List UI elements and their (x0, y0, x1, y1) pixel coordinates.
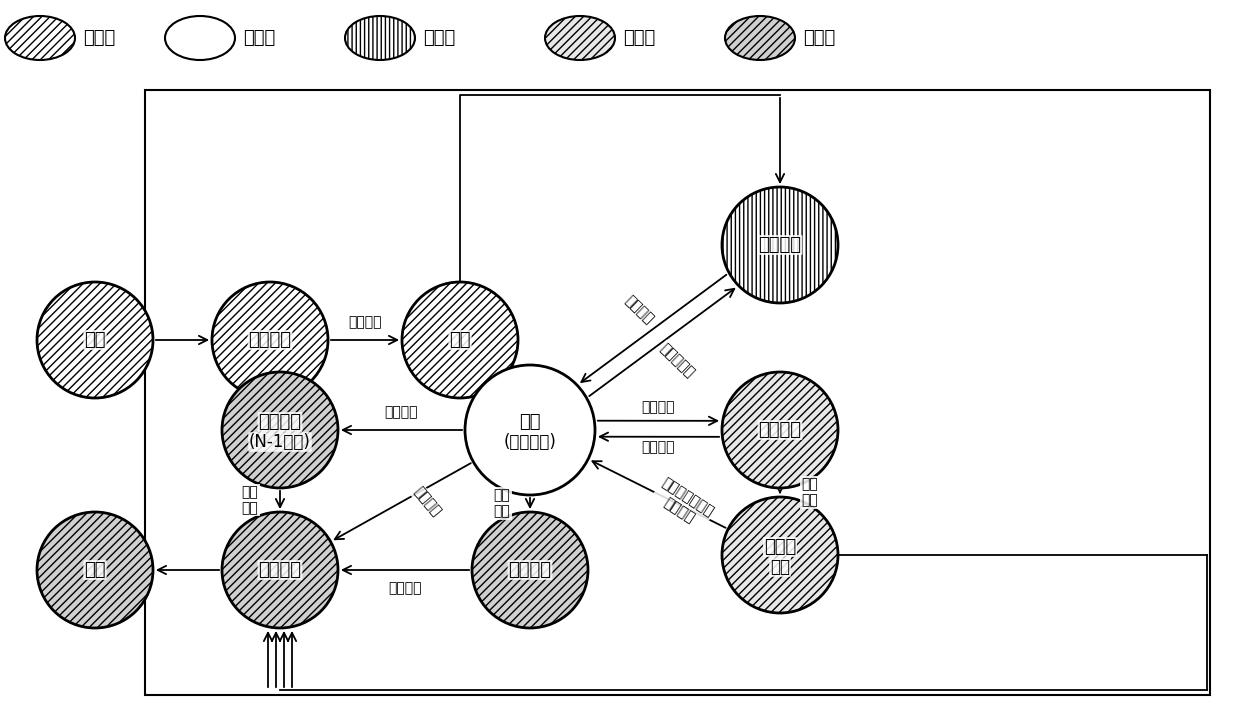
Text: 精准切: 精准切 (764, 538, 796, 556)
Text: 待机态: 待机态 (83, 29, 115, 47)
Text: 低载态: 低载态 (423, 29, 455, 47)
Ellipse shape (5, 16, 74, 60)
Text: 负荷集中: 负荷集中 (759, 236, 801, 254)
Text: 故障退出: 故障退出 (258, 561, 301, 579)
Ellipse shape (722, 372, 838, 488)
Ellipse shape (465, 365, 595, 495)
Text: 严重故障: 严重故障 (388, 581, 422, 595)
Ellipse shape (37, 512, 153, 628)
Ellipse shape (165, 16, 236, 60)
Text: 负载升高: 负载升高 (622, 293, 656, 327)
Text: 多台区低载: 多台区低载 (657, 341, 697, 380)
Bar (145, 90, 1210, 695)
Ellipse shape (37, 282, 153, 398)
Text: 装置待机: 装置待机 (248, 331, 291, 349)
Text: 故障隔离: 故障隔离 (258, 413, 301, 431)
Ellipse shape (722, 187, 838, 303)
Text: 运行: 运行 (520, 413, 541, 431)
Text: 严重
故障: 严重 故障 (242, 485, 258, 515)
Text: 严重故障: 严重故障 (410, 484, 443, 519)
Text: 上电: 上电 (84, 331, 105, 349)
Text: 故障支援: 故障支援 (508, 561, 552, 579)
Text: 台区
失电: 台区 失电 (494, 489, 511, 518)
Ellipse shape (402, 282, 518, 398)
Text: (N-1运行): (N-1运行) (249, 433, 311, 451)
Text: 启动指令: 启动指令 (348, 315, 382, 329)
Text: 负荷: 负荷 (770, 558, 790, 576)
Text: 故障态: 故障态 (804, 29, 836, 47)
Text: 断电: 断电 (84, 561, 105, 579)
Ellipse shape (472, 512, 588, 628)
Text: 负载降低: 负载降低 (642, 440, 676, 454)
Text: 台区故障: 台区故障 (384, 405, 418, 419)
Ellipse shape (546, 16, 615, 60)
Ellipse shape (212, 282, 329, 398)
Ellipse shape (722, 497, 838, 613)
Text: 过载且无法并列
负载降低: 过载且无法并列 负载降低 (650, 476, 715, 533)
Text: (分列自治): (分列自治) (503, 433, 557, 451)
Ellipse shape (345, 16, 415, 60)
Text: 并列运行: 并列运行 (759, 421, 801, 439)
Ellipse shape (725, 16, 795, 60)
Text: 持续
过载: 持续 过载 (801, 478, 818, 507)
Text: 启动: 启动 (449, 331, 471, 349)
Ellipse shape (222, 512, 339, 628)
Text: 过载态: 过载态 (622, 29, 655, 47)
Text: 运行态: 运行态 (243, 29, 275, 47)
Text: 台区过载: 台区过载 (642, 400, 676, 414)
Ellipse shape (222, 372, 339, 488)
